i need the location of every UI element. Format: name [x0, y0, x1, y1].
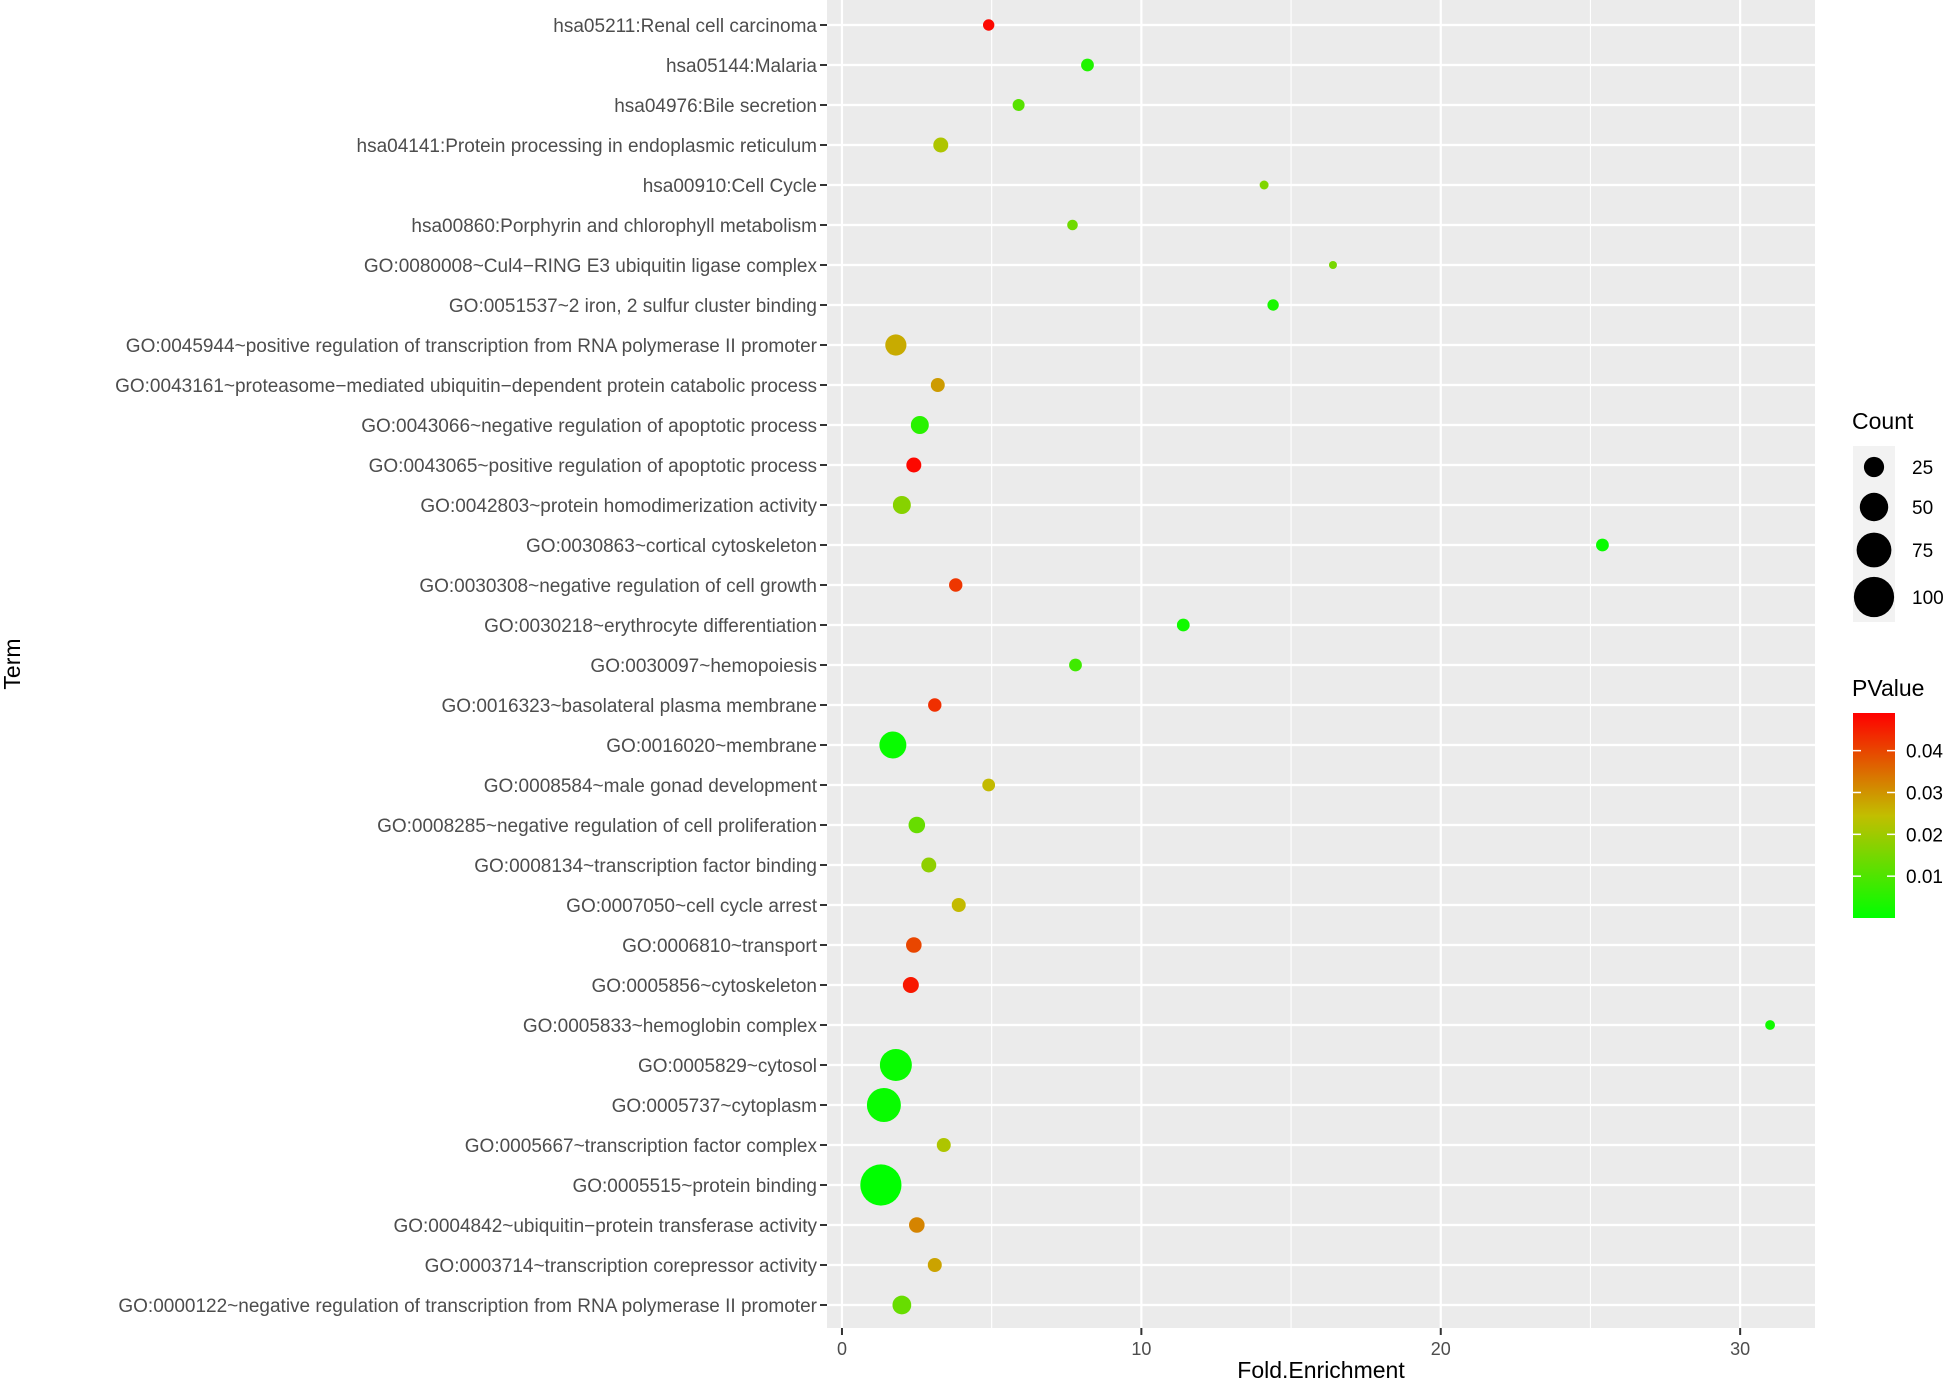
data-point — [866, 1088, 901, 1122]
y-tick-label: hsa05211:Renal cell carcinoma — [553, 16, 817, 37]
y-tick-label: hsa00860:Porphyrin and chlorophyll metab… — [411, 216, 817, 237]
data-point — [902, 977, 919, 993]
y-tick-label: GO:0016323~basolateral plasma membrane — [442, 696, 817, 717]
y-tick-label: hsa00910:Cell Cycle — [643, 176, 817, 197]
y-tick-label: GO:0030218~erythrocyte differentiation — [484, 616, 817, 637]
pvalue-legend-ticks: 0.04 0.03 0.02 0.01 — [1853, 742, 1943, 888]
y-tick-label: GO:0030097~hemopoiesis — [590, 656, 817, 677]
pvalue-legend-title: PValue — [1852, 675, 1924, 701]
data-point — [1328, 261, 1337, 269]
data-point — [1259, 180, 1269, 190]
data-point — [933, 137, 949, 153]
data-point — [951, 898, 966, 912]
count-legend-key — [1853, 576, 1895, 618]
data-point — [1012, 99, 1025, 111]
count-legend-keys: 25 50 75 100 — [1853, 456, 1944, 618]
data-point — [930, 378, 945, 392]
data-point — [860, 1164, 902, 1206]
y-tick-label: GO:0030863~cortical cytoskeleton — [526, 536, 817, 557]
pvalue-legend-label: 0.03 — [1906, 783, 1943, 804]
data-point — [927, 1258, 942, 1272]
y-tick-label: GO:0005829~cytosol — [638, 1056, 817, 1077]
data-point — [1596, 538, 1609, 552]
pvalue-colorbar — [1853, 713, 1895, 918]
y-tick-label: GO:0016020~membrane — [606, 736, 817, 757]
y-axis-title: Term — [0, 638, 25, 689]
data-point — [1765, 1020, 1775, 1030]
y-tick-label: GO:0051537~2 iron, 2 sulfur cluster bind… — [449, 296, 817, 317]
count-legend-key — [1856, 532, 1892, 568]
y-tick-label: GO:0008134~transcription factor binding — [474, 856, 817, 877]
data-point — [879, 1049, 912, 1081]
count-legend-key — [1863, 456, 1885, 478]
y-tick-label: GO:0043066~negative regulation of apopto… — [361, 416, 817, 437]
y-tick-label: hsa05144:Malaria — [666, 56, 817, 77]
data-point — [1081, 58, 1094, 72]
count-legend: Count 25 50 75 100 — [1852, 408, 1944, 622]
y-tick-label: GO:0008584~male gonad development — [484, 776, 818, 797]
y-tick-label: GO:0030308~negative regulation of cell g… — [419, 576, 817, 597]
data-point — [949, 578, 963, 592]
data-point — [1069, 658, 1082, 672]
data-point — [906, 937, 922, 953]
y-tick-label: GO:0005856~cytoskeleton — [591, 976, 817, 997]
y-tick-label: GO:0043065~positive regulation of apopto… — [369, 456, 817, 477]
pvalue-legend-label: 0.01 — [1906, 867, 1943, 888]
data-point — [936, 1138, 951, 1152]
data-point — [910, 416, 929, 434]
y-tick-label: GO:0000122~negative regulation of transc… — [118, 1296, 817, 1317]
data-point — [885, 334, 907, 356]
count-legend-label: 75 — [1912, 541, 1933, 562]
y-tick-label: GO:0006810~transport — [622, 936, 818, 957]
count-legend-key — [1859, 492, 1889, 522]
y-tick-label: GO:0005667~transcription factor complex — [465, 1136, 818, 1157]
count-legend-label: 100 — [1912, 588, 1944, 609]
y-tick-label: GO:0043161~proteasome−mediated ubiquitin… — [115, 376, 817, 397]
y-tick-label: hsa04141:Protein processing in endoplasm… — [357, 136, 817, 157]
x-tick-label: 0 — [837, 1339, 847, 1359]
y-tick-label: GO:0008285~negative regulation of cell p… — [377, 816, 817, 837]
data-point — [892, 496, 911, 514]
data-point — [879, 731, 907, 759]
data-point — [1267, 299, 1279, 311]
y-tick-label: GO:0045944~positive regulation of transc… — [126, 336, 818, 357]
count-legend-label: 50 — [1912, 498, 1933, 519]
x-tick-label: 20 — [1431, 1339, 1451, 1359]
pvalue-legend: PValue 0.04 0.03 0.02 0.01 — [1852, 675, 1943, 918]
count-legend-label: 25 — [1912, 458, 1933, 479]
y-tick-label: GO:0042803~protein homodimerization acti… — [420, 496, 817, 517]
grid-major — [827, 0, 1815, 1328]
y-tick-label: GO:0005515~protein binding — [572, 1176, 817, 1197]
data-point — [921, 857, 937, 873]
x-axis-title: Fold.Enrichment — [1237, 1357, 1405, 1379]
data-point — [1067, 219, 1078, 231]
y-axis: hsa05211:Renal cell carcinoma hsa05144:Ma… — [115, 16, 827, 1317]
y-tick-label: GO:0005833~hemoglobin complex — [523, 1016, 818, 1037]
data-point — [908, 816, 926, 834]
count-legend-title: Count — [1852, 408, 1914, 434]
y-tick-label: GO:0080008~Cul4−RING E3 ubiquitin ligase… — [364, 256, 818, 277]
data-point — [906, 457, 922, 473]
y-tick-label: GO:0005737~cytoplasm — [612, 1096, 817, 1117]
y-tick-label: hsa04976:Bile secretion — [614, 96, 817, 117]
pvalue-legend-label: 0.02 — [1906, 825, 1943, 846]
data-point — [1176, 618, 1190, 632]
data-point — [982, 778, 996, 792]
x-tick-label: 30 — [1730, 1339, 1750, 1359]
data-point — [892, 1295, 912, 1315]
data-points — [860, 19, 1775, 1315]
data-point — [909, 1217, 925, 1233]
data-point — [982, 19, 995, 31]
data-point — [928, 698, 942, 712]
y-tick-label: GO:0004842~ubiquitin−protein transferase… — [393, 1216, 817, 1237]
y-tick-label: GO:0003714~transcription corepressor act… — [425, 1256, 818, 1277]
y-tick-label: GO:0007050~cell cycle arrest — [566, 896, 818, 917]
x-axis: 0 10 20 30 — [837, 1328, 1750, 1359]
x-tick-label: 10 — [1131, 1339, 1151, 1359]
pvalue-legend-label: 0.04 — [1906, 742, 1943, 763]
